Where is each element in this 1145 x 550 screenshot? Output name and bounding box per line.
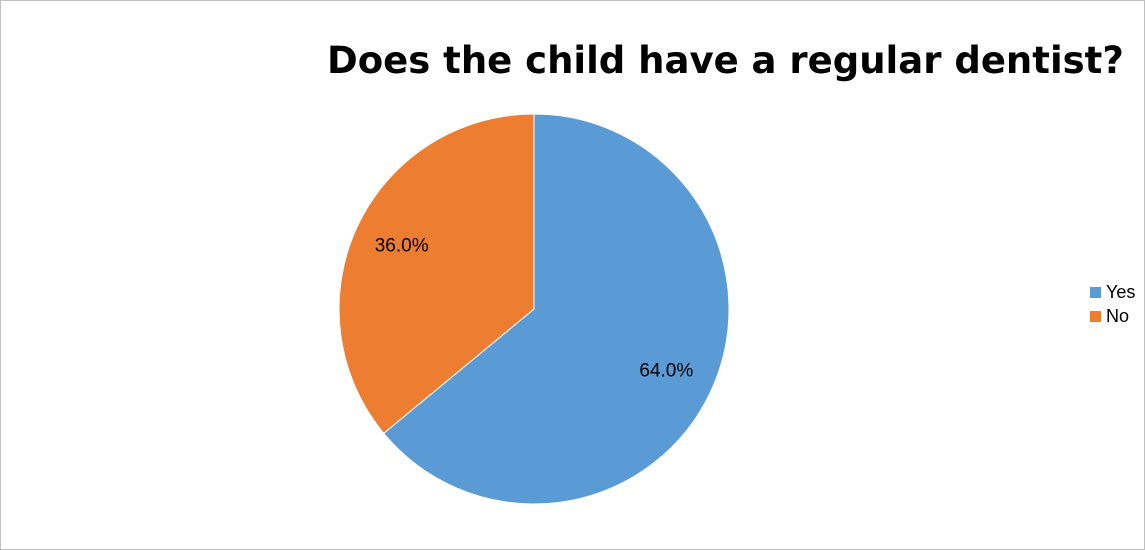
legend: Yes No	[1090, 280, 1135, 328]
chart-title: Does the child have a regular dentist?	[327, 39, 1124, 82]
data-label-yes: 64.0%	[639, 360, 693, 381]
legend-item-yes: Yes	[1090, 280, 1135, 304]
data-label-no: 36.0%	[375, 236, 429, 257]
pie-slices	[338, 113, 730, 505]
pie-data-labels: 64.0% 36.0%	[375, 236, 694, 382]
legend-label-no: No	[1106, 306, 1130, 326]
pie-slice-yes	[383, 113, 730, 505]
legend-swatch-yes	[1090, 286, 1101, 298]
legend-label-yes: Yes	[1106, 282, 1136, 302]
legend-item-no: No	[1090, 304, 1135, 328]
pie-slice-no	[338, 113, 535, 435]
legend-swatch-no	[1090, 310, 1101, 322]
